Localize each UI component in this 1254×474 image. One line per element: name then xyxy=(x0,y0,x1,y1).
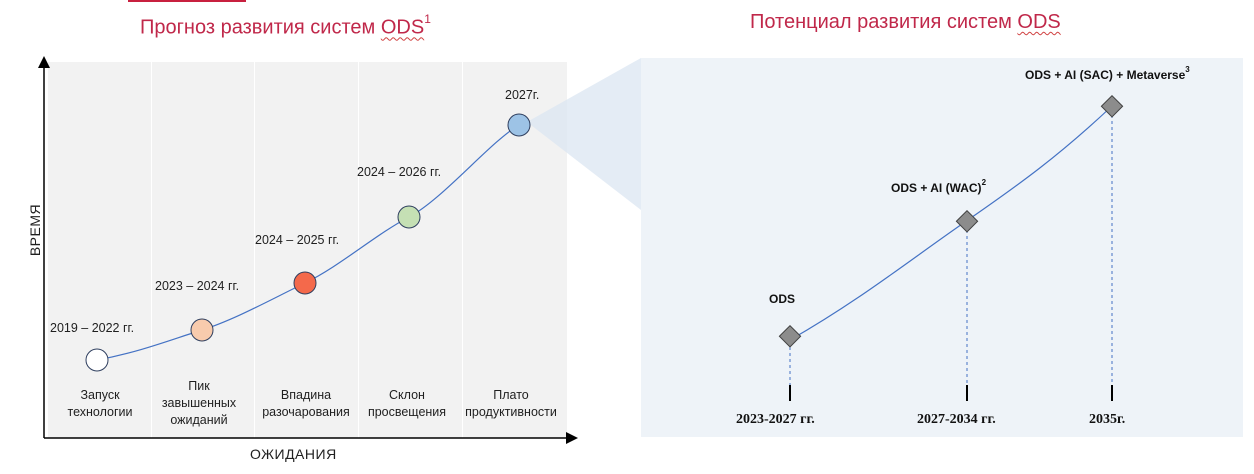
left-title-ods: ODS xyxy=(380,16,425,39)
milestone-label: ODS + AI (WAC)2 xyxy=(891,178,987,195)
top-accent-line xyxy=(128,0,246,2)
potential-panel xyxy=(641,58,1243,437)
stage-date: 2024 – 2025 гг. xyxy=(255,233,340,247)
stage-label-plateau: Плато продуктивности xyxy=(465,388,557,419)
y-axis-label: ВРЕМЯ xyxy=(27,203,43,257)
left-title-footnote: 1 xyxy=(424,12,431,26)
stage-label-trough: Впадина разочарования xyxy=(262,388,350,419)
stage-label-launch: Запуск технологии xyxy=(67,388,133,419)
right-title-ods: ODS xyxy=(1017,11,1061,33)
stage-date: 2019 – 2022 гг. xyxy=(50,321,135,335)
period-label: 2023-2027 гг. xyxy=(736,412,815,427)
stage-marker-plateau xyxy=(507,113,531,137)
zoom-projection xyxy=(527,58,641,210)
left-title-text: Прогноз развития систем xyxy=(140,16,376,39)
column-divider xyxy=(254,62,255,438)
milestone-marker-ods-ai-wac xyxy=(955,209,979,233)
potential-curve xyxy=(789,105,1113,341)
stage-label-slope: Склон просвещения xyxy=(367,388,447,419)
milestone-label: ODS xyxy=(769,292,796,306)
left-panel-title: Прогноз развития систем ODS1 xyxy=(140,12,431,40)
stage-date: 2027г. xyxy=(505,88,540,102)
stage-date: 2024 – 2026 гг. xyxy=(357,165,442,179)
stage-label-peak: Пик завышенных ожиданий xyxy=(161,379,237,427)
column-divider xyxy=(462,62,463,438)
x-axis-label: ОЖИДАНИЯ xyxy=(250,446,337,462)
period-label: 2027-2034 гг. xyxy=(917,412,996,427)
milestone-marker-ods xyxy=(778,324,802,348)
stage-date: 2023 – 2024 гг. xyxy=(155,279,240,293)
stage-marker-peak xyxy=(190,318,214,342)
stage-marker-launch xyxy=(85,348,109,372)
right-panel-title: Потенциал развития систем ODS xyxy=(750,11,1061,34)
milestone-label: ODS + AI (SAC) + Metaverse3 xyxy=(1025,65,1190,82)
period-label: 2035г. xyxy=(1089,412,1126,427)
stage-marker-trough xyxy=(293,271,317,295)
right-title-text: Потенциал развития систем xyxy=(750,11,1012,33)
milestone-marker-ods-ai-sac xyxy=(1100,94,1124,118)
stage-marker-slope xyxy=(397,205,421,229)
column-divider xyxy=(151,62,152,438)
